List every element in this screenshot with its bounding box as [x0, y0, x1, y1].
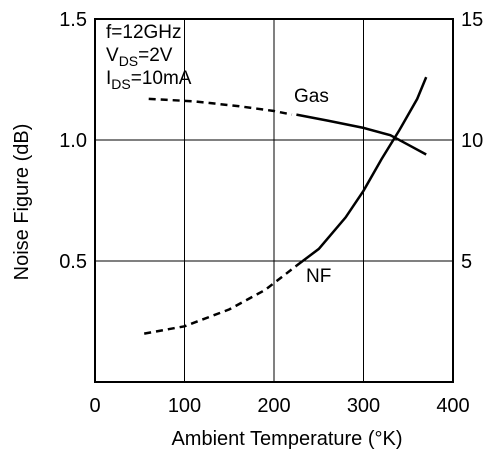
series-label-gas: Gas [294, 86, 329, 107]
condition-vds: VDS=2V [106, 45, 173, 69]
y2-tick-label: 15 [461, 9, 483, 31]
condition-vds-subscript: DS [119, 53, 138, 69]
series-nf-dashed [143, 264, 298, 335]
x-tick-label: 300 [347, 395, 380, 417]
y-axis-label: Noise Figure (dB) [11, 124, 33, 281]
plot-frame [94, 18, 454, 383]
condition-vds-value: =2V [138, 45, 173, 66]
series-nf-solid [295, 76, 428, 267]
y-tick-label: 1.0 [59, 130, 87, 152]
series-label-nf: NF [306, 266, 331, 287]
series-lines [143, 76, 428, 335]
x-tick-label: 0 [89, 395, 100, 417]
y-tick-labels: 0.5 1.0 1.5 [59, 9, 87, 273]
series-gas-solid [296, 113, 427, 156]
y2-tick-label: 10 [461, 130, 483, 152]
condition-ids-subscript: DS [111, 76, 130, 92]
x-axis-label: Ambient Temperature (°K) [171, 428, 402, 450]
condition-ids-value: =10mA [131, 68, 192, 89]
condition-ids: IDS=10mA [106, 68, 192, 92]
grid-lines [95, 19, 453, 382]
series-gas-dashed [148, 97, 293, 116]
condition-ids-symbol: I [106, 68, 111, 89]
x-tick-label: 400 [436, 395, 469, 417]
x-tick-label: 200 [257, 395, 290, 417]
condition-frequency: f=12GHz [106, 22, 182, 43]
y-tick-label: 0.5 [59, 251, 87, 273]
y2-tick-label: 5 [461, 251, 472, 273]
y2-tick-labels: 5 10 15 [461, 9, 483, 273]
x-tick-label: 100 [168, 395, 201, 417]
y-tick-label: 1.5 [59, 9, 87, 31]
condition-vds-symbol: V [106, 45, 119, 66]
x-tick-labels: 0 100 200 300 400 [89, 395, 469, 417]
